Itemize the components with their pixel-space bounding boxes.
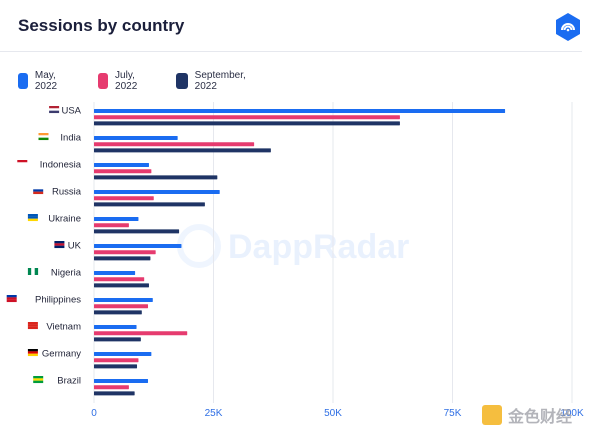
flag-vietnam-icon bbox=[27, 322, 38, 330]
bar-usa-may bbox=[94, 109, 506, 113]
bar-indonesia-september bbox=[94, 175, 218, 180]
watermark-text: DappRadar bbox=[228, 228, 409, 266]
bar-russia-september bbox=[94, 202, 205, 207]
bar-indonesia-may bbox=[94, 163, 149, 167]
legend-item-september[interactable]: September, 2022 bbox=[176, 70, 250, 92]
bar-philippines-july bbox=[94, 304, 149, 309]
bar-usa-july bbox=[94, 115, 400, 120]
flag-philippines-icon bbox=[6, 295, 17, 303]
category-label: USA bbox=[61, 106, 81, 117]
flag-usa-icon bbox=[49, 106, 60, 114]
bar-russia-may bbox=[94, 190, 220, 194]
category-label: India bbox=[60, 133, 81, 144]
flag-uk-icon bbox=[54, 241, 65, 249]
flag-nigeria-icon bbox=[27, 268, 39, 275]
bar-ukraine-july bbox=[94, 223, 129, 228]
legend-label-july: July, 2022 bbox=[115, 70, 138, 92]
corner-watermark-text: 金色财经 bbox=[508, 409, 573, 426]
bar-uk-july bbox=[94, 250, 156, 255]
bar-germany-july bbox=[94, 358, 139, 363]
legend-label-may: May, 2022 bbox=[34, 70, 58, 92]
bar-germany-may bbox=[94, 352, 152, 356]
flag-germany-icon bbox=[27, 349, 38, 357]
category-label: Philippines bbox=[35, 295, 81, 306]
x-tick-label: 100K bbox=[560, 408, 584, 419]
bar-india-september bbox=[94, 148, 271, 153]
category-label: Germany bbox=[42, 349, 81, 360]
bar-ukraine-may bbox=[94, 217, 139, 221]
bar-ukraine-september bbox=[94, 229, 180, 234]
flag-indonesia-icon bbox=[17, 160, 28, 168]
legend-swatch-may bbox=[18, 73, 28, 89]
bar-indonesia-july bbox=[94, 169, 152, 174]
bar-philippines-may bbox=[94, 298, 153, 302]
category-label: Nigeria bbox=[51, 268, 82, 279]
flag-russia-icon bbox=[33, 187, 44, 195]
corner-watermark: 金色财经 bbox=[482, 404, 572, 426]
watermark-logo bbox=[177, 224, 221, 268]
flag-ukraine-icon bbox=[27, 214, 38, 222]
bar-vietnam-july bbox=[94, 331, 188, 336]
bar-india-july bbox=[94, 142, 255, 147]
x-tick-label: 0 bbox=[91, 408, 97, 419]
legend-label-september: September, 2022 bbox=[194, 70, 246, 92]
x-tick-label: 50K bbox=[324, 408, 342, 419]
legend-swatch-july bbox=[98, 73, 109, 89]
legend-swatch-september bbox=[176, 73, 188, 89]
bar-uk-september bbox=[94, 256, 151, 261]
bar-brazil-july bbox=[94, 385, 129, 390]
header-divider bbox=[0, 51, 582, 52]
bar-vietnam-september bbox=[94, 337, 141, 342]
category-label: Vietnam bbox=[46, 322, 81, 333]
bar-usa-september bbox=[94, 121, 400, 126]
category-label: UK bbox=[68, 241, 82, 252]
category-label: Ukraine bbox=[48, 214, 81, 225]
bar-nigeria-may bbox=[94, 271, 136, 275]
x-tick-label: 75K bbox=[444, 408, 462, 419]
bar-philippines-september bbox=[94, 310, 142, 315]
category-label: Brazil bbox=[57, 376, 81, 387]
flag-india-icon bbox=[38, 133, 49, 141]
bar-vietnam-may bbox=[94, 325, 137, 329]
flag-brazil-icon bbox=[33, 376, 44, 384]
bar-russia-july bbox=[94, 196, 154, 201]
x-tick-label: 25K bbox=[205, 408, 223, 419]
bar-india-may bbox=[94, 136, 178, 140]
bar-brazil-september bbox=[94, 391, 135, 396]
bar-germany-september bbox=[94, 364, 138, 369]
chart-title: Sessions by country bbox=[18, 16, 185, 35]
category-label: Russia bbox=[52, 187, 82, 198]
category-label: Indonesia bbox=[40, 160, 82, 171]
bar-brazil-may bbox=[94, 379, 149, 383]
dappradar-logo-icon[interactable] bbox=[553, 12, 583, 42]
bar-uk-may bbox=[94, 244, 182, 248]
bar-nigeria-july bbox=[94, 277, 145, 282]
legend-item-july[interactable]: July, 2022 bbox=[98, 70, 143, 92]
legend-item-may[interactable]: May, 2022 bbox=[18, 70, 63, 92]
watermark-logo-icon bbox=[482, 405, 502, 425]
bar-nigeria-september bbox=[94, 283, 149, 288]
